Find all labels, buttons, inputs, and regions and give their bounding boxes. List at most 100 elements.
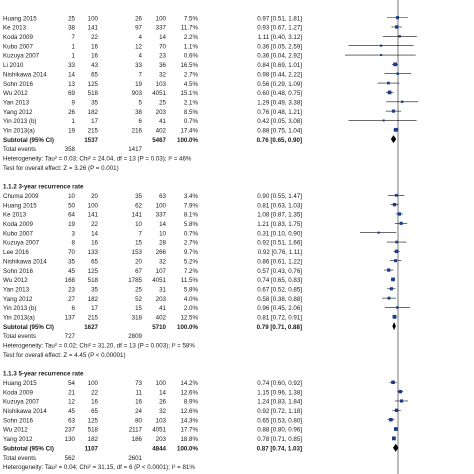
ctl-events: 2117 bbox=[129, 427, 143, 434]
study-ci-text: 0.92 [0.76, 1.11] bbox=[258, 249, 303, 256]
study-marker bbox=[394, 408, 399, 413]
subtotal-ctl-total: 5467 bbox=[152, 137, 166, 144]
study-ci-text: 0.36 [0.04, 2.92] bbox=[257, 53, 302, 60]
study-marker bbox=[387, 296, 391, 300]
ctl-total: 32 bbox=[159, 408, 166, 415]
study-weight: 11.5% bbox=[181, 277, 199, 284]
exp-events: 21 bbox=[68, 389, 75, 396]
exp-events: 12 bbox=[68, 399, 75, 406]
study-marker bbox=[391, 277, 395, 282]
study-weight: 4.0% bbox=[184, 296, 199, 303]
ctl-events: 52 bbox=[135, 296, 142, 303]
study-name: Wu 2012 bbox=[3, 427, 28, 434]
study-name: Koda 2009 bbox=[3, 34, 33, 41]
subtotal-label: Subtotal (95% CI) bbox=[3, 445, 54, 452]
study-name: Huang 2015 bbox=[3, 380, 37, 387]
ctl-events: 20 bbox=[135, 258, 142, 265]
study-ci-text: 0.60 [0.48, 0.75] bbox=[257, 90, 302, 97]
study-name: Sohn 2016 bbox=[3, 81, 33, 88]
study-weight: 7.9% bbox=[184, 202, 199, 209]
ctl-total: 26 bbox=[159, 399, 166, 406]
study-name: Kuzuya 2007 bbox=[3, 53, 40, 60]
study-weight: 3.4% bbox=[184, 193, 199, 200]
ctl-events: 80 bbox=[135, 417, 142, 424]
exp-total: 141 bbox=[88, 25, 99, 32]
study-marker bbox=[399, 399, 404, 403]
exp-events: 19 bbox=[68, 128, 75, 135]
subtotal-diamond bbox=[393, 443, 399, 452]
subtotal-exp-total: 1107 bbox=[85, 445, 99, 452]
exp-total: 133 bbox=[88, 249, 99, 256]
subtotal-diamond bbox=[392, 322, 396, 331]
total-events-label: Total events bbox=[3, 333, 36, 340]
exp-events: 14 bbox=[68, 71, 75, 78]
study-weight: 7.5% bbox=[184, 15, 199, 22]
exp-total: 125 bbox=[88, 81, 99, 88]
ctl-total: 203 bbox=[156, 109, 167, 116]
study-marker bbox=[397, 212, 401, 216]
study-marker bbox=[394, 427, 398, 431]
ctl-events: 318 bbox=[132, 315, 143, 322]
exp-total: 22 bbox=[91, 34, 98, 41]
ctl-events: 5 bbox=[139, 99, 143, 106]
study-ci-text: 0.56 [0.29, 1.09] bbox=[257, 81, 302, 88]
study-ci-text: 0.65 [0.53, 0.80] bbox=[257, 417, 302, 424]
exp-total: 16 bbox=[91, 43, 98, 50]
study-weight: 0.7% bbox=[184, 118, 199, 125]
study-weight: 2.2% bbox=[184, 34, 199, 41]
study-marker bbox=[396, 306, 399, 309]
study-name: Sohn 2016 bbox=[3, 417, 33, 424]
study-weight: 17.4% bbox=[180, 128, 198, 135]
study-ci-text: 0.93 [0.67, 1.27] bbox=[257, 25, 302, 32]
study-marker bbox=[398, 35, 401, 38]
study-marker bbox=[389, 287, 393, 291]
ctl-events: 11 bbox=[136, 389, 143, 396]
ctl-total: 100 bbox=[156, 15, 167, 22]
ctl-events: 15 bbox=[135, 240, 142, 247]
exp-total: 125 bbox=[88, 268, 99, 275]
study-marker bbox=[391, 380, 395, 385]
study-ci-text: 0.78 [0.71, 0.85] bbox=[257, 436, 302, 443]
exp-total: 16 bbox=[91, 53, 98, 60]
study-weight: 16.5% bbox=[180, 62, 198, 69]
ctl-total: 14 bbox=[159, 221, 166, 228]
heterogeneity-text: Heterogeneity: Tau² = 0.03; Chi² = 24.04… bbox=[3, 156, 192, 163]
ctl-total: 337 bbox=[156, 25, 167, 32]
exp-events: 9 bbox=[72, 99, 76, 106]
exp-total: 22 bbox=[91, 221, 98, 228]
study-ci-text: 1.21 [0.83, 1.75] bbox=[257, 221, 302, 228]
ctl-events: 153 bbox=[132, 249, 143, 256]
study-weight: 2.1% bbox=[184, 99, 199, 106]
study-weight: 4.5% bbox=[184, 81, 199, 88]
study-ci-text: 0.88 [0.75, 1.04] bbox=[257, 128, 302, 135]
exp-events: 1 bbox=[72, 43, 76, 50]
exp-total: 17 bbox=[91, 305, 98, 312]
study-name: Wu 2012 bbox=[3, 277, 28, 284]
subtotal-weight: 100.0% bbox=[177, 137, 198, 144]
study-ci-text: 1.29 [0.49, 3.38] bbox=[257, 99, 302, 106]
study-ci-text: 0.86 [0.61, 1.22] bbox=[257, 258, 302, 265]
study-ci-text: 0.97 [0.51, 1.81] bbox=[257, 15, 302, 22]
study-marker bbox=[392, 202, 397, 207]
exp-total: 182 bbox=[88, 436, 99, 443]
ctl-events: 7 bbox=[139, 230, 143, 237]
study-name: Koda 2009 bbox=[3, 389, 33, 396]
ctl-events: 216 bbox=[132, 128, 143, 135]
study-weight: 8.5% bbox=[184, 109, 199, 116]
ctl-events: 15 bbox=[135, 305, 142, 312]
ctl-events: 33 bbox=[135, 62, 142, 69]
exp-total: 125 bbox=[88, 417, 99, 424]
ctl-events: 141 bbox=[132, 212, 143, 219]
ctl-events: 97 bbox=[135, 25, 142, 32]
study-name: Koda 2009 bbox=[3, 221, 33, 228]
ctl-events: 186 bbox=[132, 436, 143, 443]
study-name: Kuzuya 2007 bbox=[3, 399, 40, 406]
study-marker bbox=[382, 119, 385, 122]
study-marker bbox=[399, 221, 403, 225]
subtotal-ci-text: 0.87 [0.74, 1.03] bbox=[257, 445, 302, 452]
study-weight: 2.0% bbox=[184, 305, 199, 312]
exp-total: 65 bbox=[91, 258, 98, 265]
exp-total: 17 bbox=[91, 118, 98, 125]
exp-events: 13 bbox=[68, 81, 75, 88]
study-ci-text: 0.42 [0.05, 3.08] bbox=[257, 118, 302, 125]
